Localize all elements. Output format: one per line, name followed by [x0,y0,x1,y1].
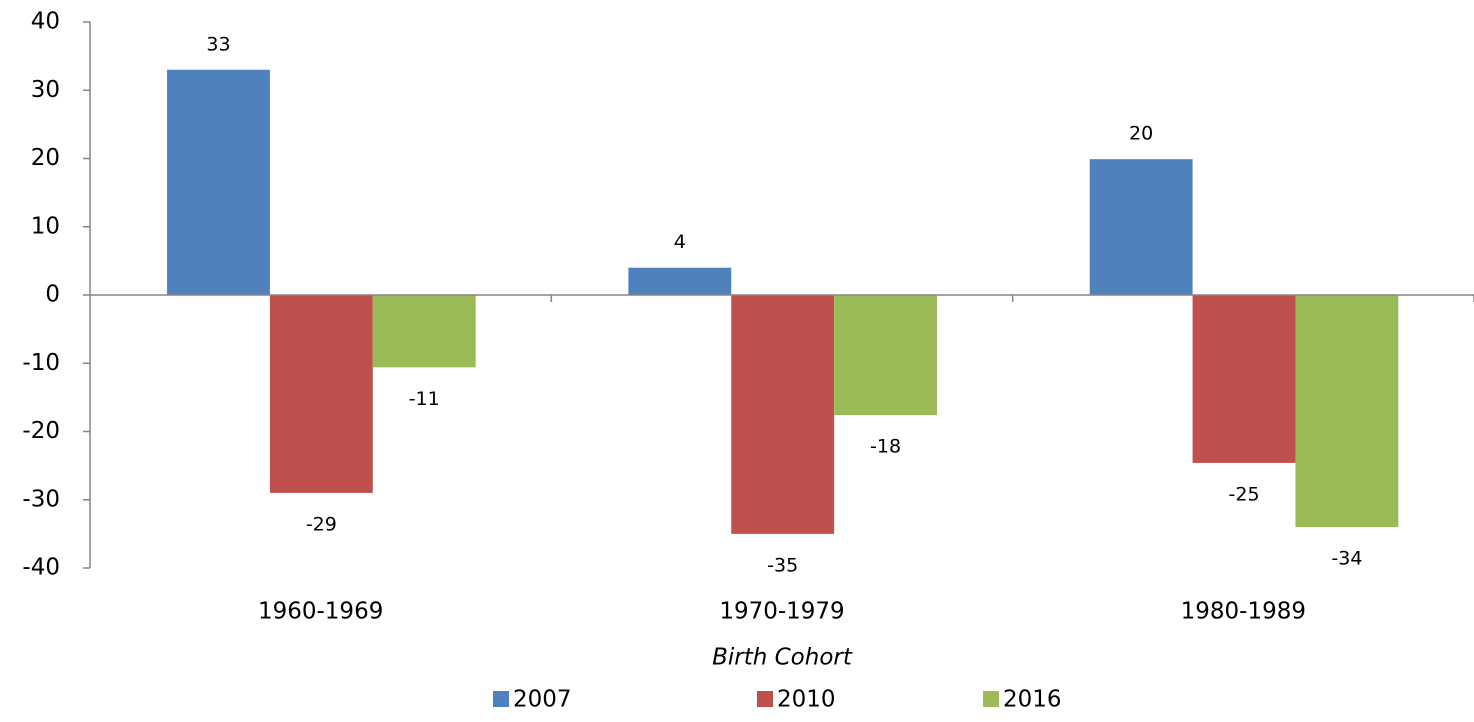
y-tick-label: 40 [31,9,60,35]
bar [167,69,270,296]
x-tick-label: 1980-1989 [1181,599,1306,625]
y-tick-label: -10 [22,350,60,376]
value-label: -34 [1331,548,1362,570]
y-tick-label: -30 [22,486,60,512]
x-tick-label: 1970-1979 [719,599,844,625]
y-tick-label: 20 [31,145,60,171]
value-label: 20 [1129,123,1153,145]
bar [1295,295,1399,528]
value-label: -29 [306,513,337,535]
legend-label: 2016 [1003,687,1062,713]
bar [1089,159,1193,295]
y-tick-label: 30 [31,77,60,103]
bar [372,295,476,368]
x-axis-title: Birth Cohort [712,645,853,671]
x-tick-label: 1960-1969 [258,599,383,625]
legend-label: 2007 [513,687,572,713]
value-label: 4 [674,231,686,253]
bar [628,267,732,295]
value-label: -35 [767,554,798,576]
y-tick-label: 0 [45,282,60,308]
bar [731,295,835,534]
value-label: -11 [409,388,440,410]
bar [1192,295,1296,463]
bar [834,295,938,416]
legend-swatch [493,691,509,707]
value-label: -18 [870,436,901,458]
value-label: -25 [1229,483,1260,505]
y-tick-label: 10 [31,213,60,239]
y-tick-label: -20 [22,418,60,444]
y-tick-label: -40 [22,555,60,581]
bar [269,295,373,493]
value-label: 33 [206,33,230,55]
legend-label: 2010 [777,687,836,713]
legend-swatch [983,691,999,707]
legend-swatch [757,691,773,707]
